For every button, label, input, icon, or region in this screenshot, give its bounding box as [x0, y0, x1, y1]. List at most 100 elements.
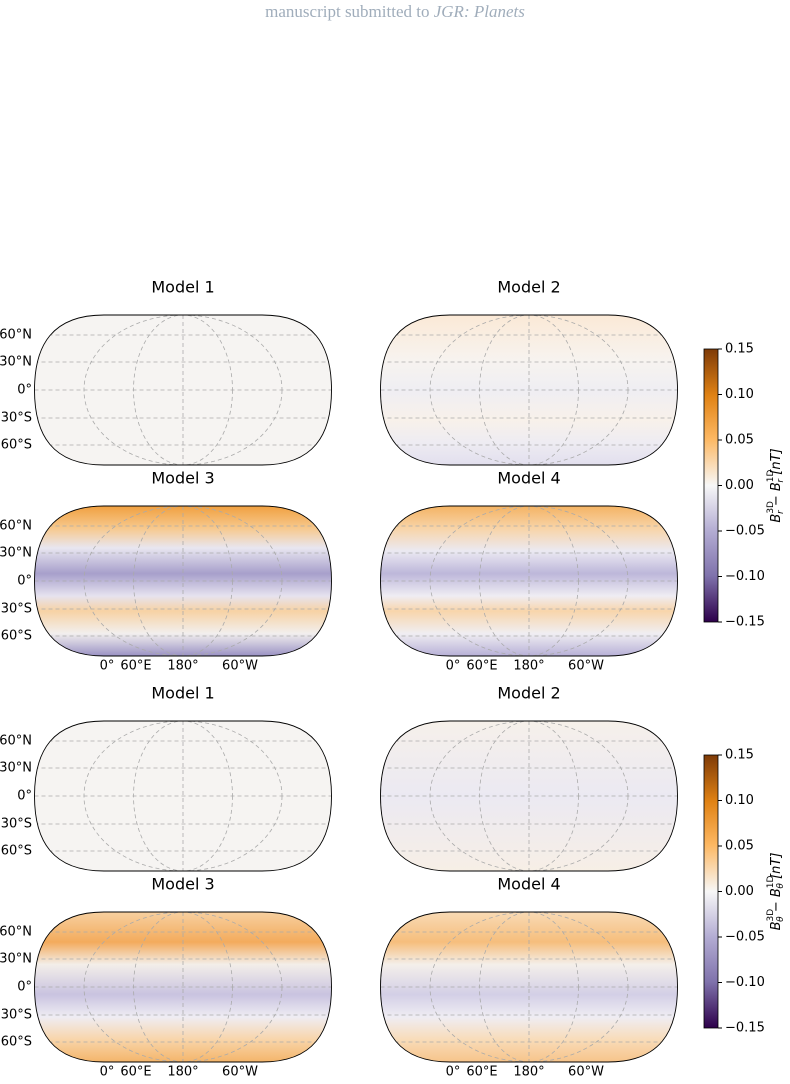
label-part: r	[776, 509, 786, 514]
lat-label: 60°S	[1, 629, 32, 644]
lat-label: 0°	[17, 789, 32, 804]
meridian	[429, 721, 629, 871]
lon-label: 180°	[513, 659, 544, 674]
label-part: − B	[769, 888, 784, 916]
lon-label: 180°	[513, 1065, 544, 1080]
label-part: 1D	[766, 470, 776, 483]
panel-title: Model 2	[497, 278, 560, 297]
label-part: [nT]	[769, 448, 784, 478]
colorbar-tick-label: 0.05	[725, 433, 754, 448]
graticule	[34, 721, 332, 871]
map-outline	[34, 911, 332, 1063]
graticule	[380, 721, 678, 871]
colorbar-tick-label: 0.10	[725, 387, 754, 402]
meridian	[133, 506, 233, 656]
label-part: [nT]	[769, 853, 784, 883]
colorbar-tick-label: 0.10	[725, 793, 754, 808]
panel-title: Model 3	[151, 469, 214, 488]
lat-label: 30°N	[0, 546, 32, 561]
lat-label: 60°N	[0, 519, 32, 534]
meridian	[429, 315, 629, 465]
lat-label: 60°N	[0, 925, 32, 940]
map-outline	[34, 314, 332, 466]
lon-label: 60°W	[222, 659, 258, 674]
meridian	[83, 506, 283, 656]
graticule	[34, 912, 332, 1062]
meridian	[83, 912, 283, 1062]
lon-label: 0°	[446, 659, 461, 674]
lon-label: 60°W	[568, 1065, 604, 1080]
meridian	[479, 912, 579, 1062]
colorbar-tick-label: 0.05	[725, 839, 754, 854]
colorbar-tick-label: 0.15	[725, 342, 754, 357]
meridian	[429, 506, 629, 656]
lon-label: 60°E	[120, 1065, 151, 1080]
lat-label: 30°N	[0, 761, 32, 776]
lat-label: 0°	[17, 383, 32, 398]
lon-label: 0°	[100, 1065, 115, 1080]
lon-label: 0°	[446, 1065, 461, 1080]
meridian	[83, 721, 283, 871]
colorbar-tick-label: −0.10	[725, 975, 765, 990]
lon-label: 180°	[167, 1065, 198, 1080]
map-outline	[380, 720, 678, 872]
graticule	[34, 315, 332, 465]
panel-title: Model 3	[151, 875, 214, 894]
colorbar-tick-label: −0.10	[725, 569, 765, 584]
meridian	[479, 506, 579, 656]
lon-label: 0°	[100, 659, 115, 674]
lon-label: 60°E	[466, 1065, 497, 1080]
colorbar-tick-label: 0.00	[725, 478, 754, 493]
label-part: 1D	[766, 876, 776, 889]
map-outline	[34, 505, 332, 657]
header-journal: JGR: Planets	[434, 2, 525, 21]
graticule	[380, 506, 678, 656]
colorbar-tick-label: 0.15	[725, 748, 754, 763]
meridian	[133, 721, 233, 871]
label-part: 3D	[766, 909, 776, 922]
lat-label: 30°N	[0, 952, 32, 967]
meridian	[133, 912, 233, 1062]
meridian	[429, 912, 629, 1062]
header-text: manuscript submitted to	[265, 2, 429, 21]
header: manuscript submitted to JGR: Planets	[265, 2, 525, 21]
panel-title: Model 2	[497, 684, 560, 703]
lon-label: 180°	[167, 659, 198, 674]
lat-label: 60°S	[1, 1035, 32, 1050]
panel-title: Model 4	[497, 875, 560, 894]
label-part: r	[776, 478, 786, 483]
colorbar-tick-label: −0.15	[725, 1021, 765, 1036]
colorbar-tick-label: −0.15	[725, 615, 765, 630]
lon-label: 60°E	[120, 659, 151, 674]
lat-label: 30°S	[1, 1008, 32, 1023]
colorbar-tick-label: −0.05	[725, 930, 765, 945]
label-part: − B	[769, 482, 784, 510]
lat-label: 30°S	[1, 817, 32, 832]
lat-label: 60°S	[1, 844, 32, 859]
colorbar	[703, 754, 719, 1029]
panel-title: Model 1	[151, 684, 214, 703]
lat-label: 30°S	[1, 411, 32, 426]
map-outline	[34, 720, 332, 872]
graticule	[380, 912, 678, 1062]
map-outline	[380, 505, 678, 657]
label-part: B	[769, 514, 784, 523]
lat-label: 30°S	[1, 602, 32, 617]
colorbar-label: B3Dr − B1Dr [nT]	[766, 448, 786, 522]
lat-label: 0°	[17, 980, 32, 995]
label-part: θ	[776, 916, 786, 922]
map-outline	[380, 314, 678, 466]
colorbar-tick-label: 0.00	[725, 884, 754, 899]
lat-label: 0°	[17, 574, 32, 589]
meridian	[83, 315, 283, 465]
panel-title: Model 1	[151, 278, 214, 297]
graticule	[380, 315, 678, 465]
label-part: B	[769, 921, 784, 930]
map-outline	[380, 911, 678, 1063]
colorbar-label: B3Dθ − B1Dθ [nT]	[766, 853, 786, 931]
lat-label: 60°N	[0, 734, 32, 749]
graticule	[34, 506, 332, 656]
label-part: θ	[776, 883, 786, 889]
colorbar-tick-label: −0.05	[725, 524, 765, 539]
